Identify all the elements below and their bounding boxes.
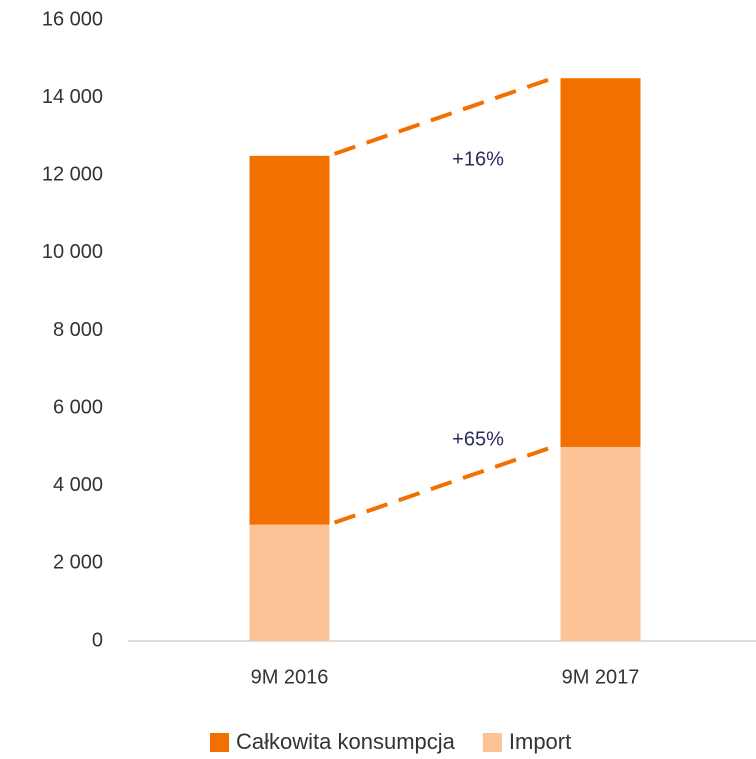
annotation: +65% — [452, 428, 504, 450]
y-tick-label: 12 000 — [42, 164, 103, 186]
bar-segment — [560, 78, 641, 447]
y-tick-label: 14 000 — [42, 86, 103, 108]
annotation: +16% — [452, 148, 504, 170]
y-tick-label: 10 000 — [42, 241, 103, 263]
y-tick-label: 4 000 — [53, 474, 103, 496]
x-tick-label: 9M 2017 — [562, 666, 640, 688]
y-tick-label: 16 000 — [42, 8, 103, 30]
bar-segment — [560, 446, 641, 641]
legend-swatch — [482, 733, 502, 752]
trend-line — [333, 443, 560, 525]
bar-segment — [249, 524, 330, 641]
trend-line — [333, 74, 560, 156]
y-tick-label: 8 000 — [53, 319, 103, 341]
y-tick-label: 2 000 — [53, 552, 103, 574]
y-tick-label: 6 000 — [53, 396, 103, 418]
legend-label: Całkowita konsumpcja — [236, 729, 456, 754]
legend-label: Import — [509, 729, 571, 754]
bar-segment — [249, 155, 330, 525]
y-tick-label: 0 — [92, 629, 103, 651]
x-tick-label: 9M 2016 — [251, 666, 329, 688]
legend-swatch — [210, 733, 229, 752]
